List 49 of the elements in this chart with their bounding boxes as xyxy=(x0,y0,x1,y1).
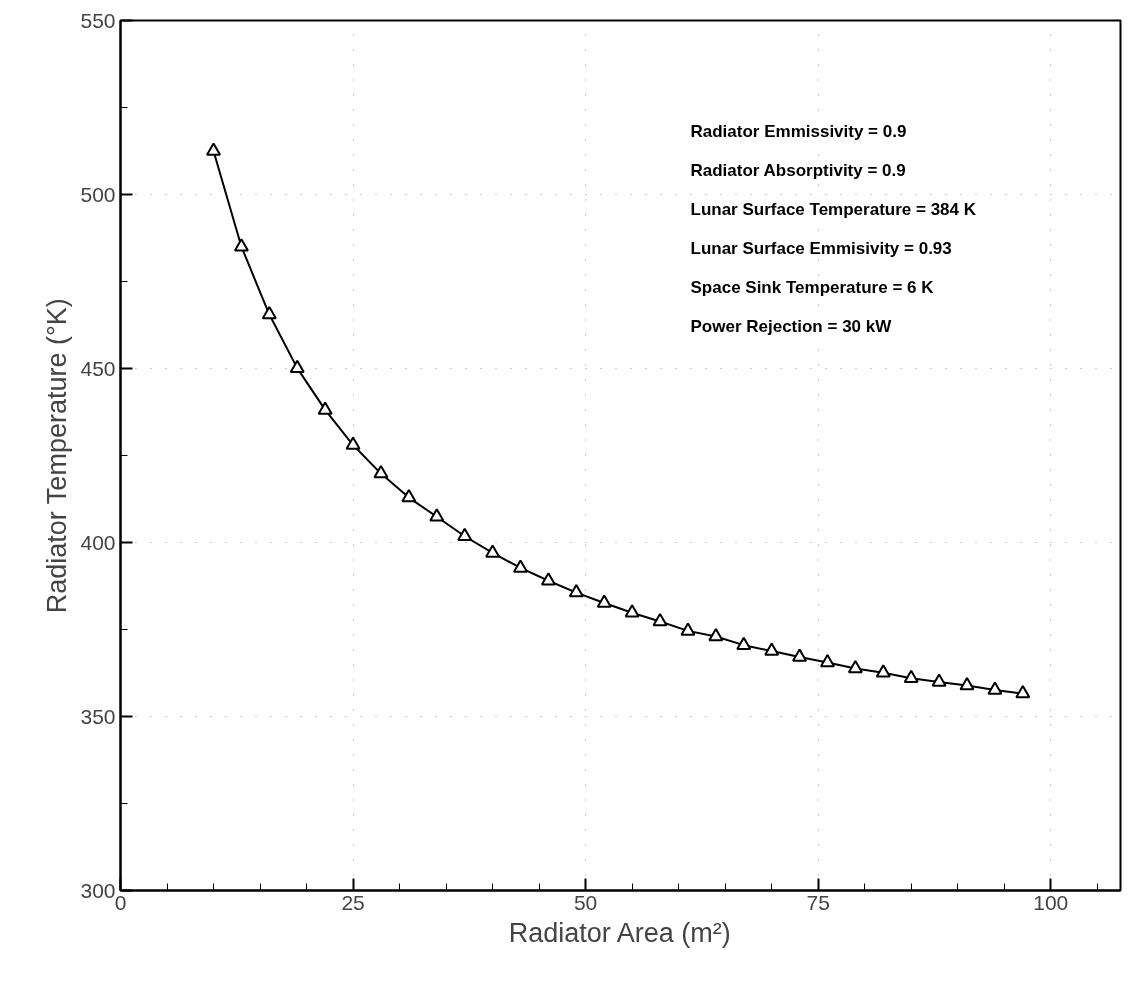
point xyxy=(903,669,919,683)
point xyxy=(233,238,249,252)
annotation: Lunar Surface Temperature = 384 K xyxy=(690,199,977,219)
x-tick-label: 0 xyxy=(114,890,127,914)
point xyxy=(289,359,305,373)
point xyxy=(624,604,640,618)
point xyxy=(540,572,556,586)
point xyxy=(206,142,222,156)
point xyxy=(485,544,501,558)
y-tick-label: 500 xyxy=(80,182,116,206)
point xyxy=(568,584,584,598)
x-axis-title: Radiator Area (m²) xyxy=(508,917,731,948)
y-axis-title: Radiator Temperature (°K) xyxy=(42,298,73,614)
point xyxy=(513,559,528,573)
point xyxy=(931,673,947,687)
point xyxy=(819,654,835,668)
x-tick-label: 100 xyxy=(1033,890,1069,914)
point xyxy=(429,508,445,522)
point xyxy=(987,681,1003,695)
point xyxy=(1015,685,1031,699)
x-tick-label: 75 xyxy=(806,890,830,914)
y-tick-label: 300 xyxy=(80,878,116,902)
point xyxy=(261,306,277,320)
annotation: Power Rejection = 30 kW xyxy=(690,316,893,336)
point xyxy=(596,594,612,608)
x-tick-label: 50 xyxy=(573,890,598,914)
point xyxy=(847,659,863,674)
point xyxy=(652,612,668,627)
point xyxy=(959,677,975,691)
point xyxy=(680,622,696,636)
y-tick-label: 450 xyxy=(80,356,116,380)
point xyxy=(736,636,752,650)
y-tick-label: 400 xyxy=(80,530,116,554)
y-tick-label: 350 xyxy=(80,704,116,728)
x-tick-label: 25 xyxy=(341,890,365,914)
y-tick-label: 550 xyxy=(80,8,116,32)
annotation: Radiator Absorptivity = 0.9 xyxy=(690,160,906,180)
point xyxy=(457,527,473,541)
point xyxy=(792,648,808,662)
point xyxy=(764,642,780,656)
point xyxy=(875,664,891,678)
annotation: Lunar Surface Emmisivity = 0.93 xyxy=(690,238,952,258)
point xyxy=(373,465,389,479)
annotation: Radiator Emmissivity = 0.9 xyxy=(690,121,907,141)
annotation: Space Sink Temperature = 6 K xyxy=(690,277,935,297)
point xyxy=(317,401,333,415)
point xyxy=(708,627,724,642)
point xyxy=(345,436,361,450)
point xyxy=(401,489,417,503)
